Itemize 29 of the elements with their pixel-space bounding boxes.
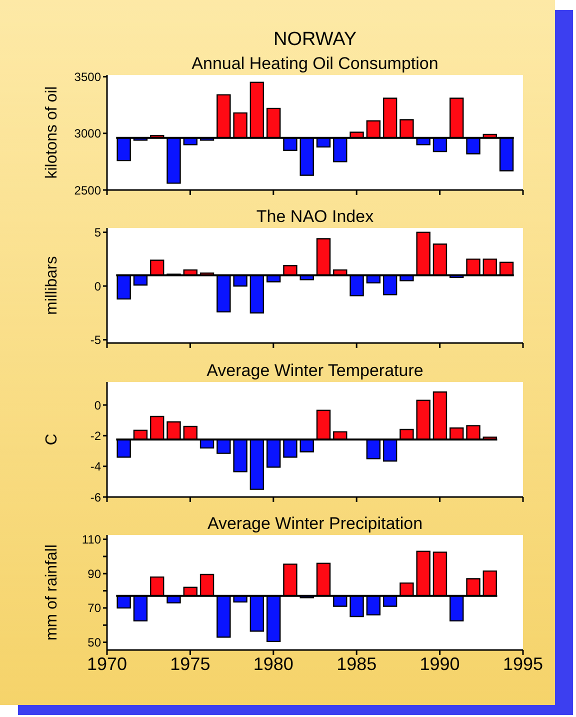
chart-title: The NAO Index bbox=[255, 207, 375, 227]
x-tick-label: 1985 bbox=[336, 654, 377, 674]
chart-title: NORWAY bbox=[272, 29, 358, 50]
chart-subtitle: Annual Heating Oil Consumption bbox=[190, 54, 440, 74]
y-axis-title: mm of rainfall bbox=[44, 544, 61, 641]
y-tick-label: 50 bbox=[88, 636, 102, 650]
x-tick-label: 1975 bbox=[170, 654, 210, 674]
y-tick-label: 90 bbox=[88, 566, 102, 581]
y-axis-title: kilotons of oil bbox=[44, 86, 61, 179]
y-tick-label: -5 bbox=[90, 333, 102, 348]
y-axis-title: millibars bbox=[44, 256, 61, 315]
y-tick-label: -6 bbox=[90, 490, 102, 504]
y-tick-label: 0 bbox=[94, 279, 102, 294]
x-tick-label: 1980 bbox=[253, 654, 294, 674]
x-tick-label: 1990 bbox=[420, 654, 460, 674]
y-tick-label: 3500 bbox=[74, 70, 102, 84]
x-tick-label: 1995 bbox=[502, 654, 544, 674]
x-tick-label: 1970 bbox=[86, 654, 128, 674]
y-tick-label: 0 bbox=[94, 398, 102, 412]
y-tick-label: 110 bbox=[82, 532, 102, 547]
y-tick-label: 3000 bbox=[74, 126, 102, 141]
y-tick-label: -2 bbox=[90, 428, 102, 443]
chart-title: Average Winter Temperature bbox=[206, 361, 424, 381]
y-tick-label: 70 bbox=[88, 601, 102, 616]
y-axis-title: C bbox=[44, 434, 61, 446]
y-tick-label: -4 bbox=[90, 460, 102, 474]
y-tick-label: 2500 bbox=[74, 183, 102, 198]
chart-title: Average Winter Precipitation bbox=[206, 514, 424, 534]
y-tick-label: 5 bbox=[94, 226, 102, 240]
